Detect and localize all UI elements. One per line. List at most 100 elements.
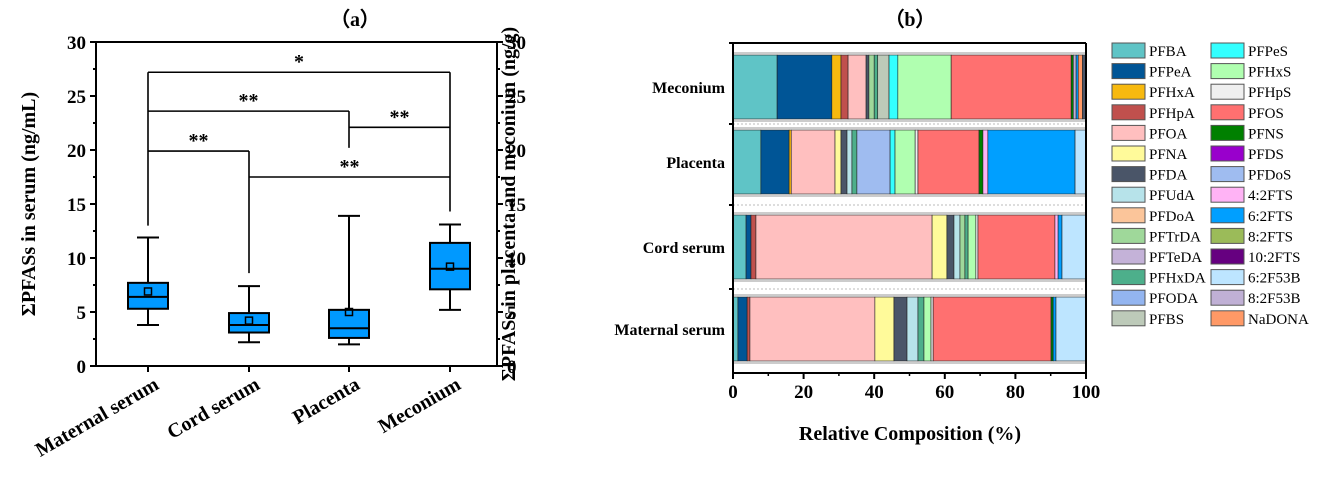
- bar-segment-pfda: [840, 129, 848, 195]
- bar-segment-pfoa: [755, 214, 933, 280]
- bar-segment-6-2f53b: [1055, 296, 1087, 362]
- bar-segment-pftrda: [959, 214, 966, 280]
- y-tick-label-right: 0: [507, 357, 517, 378]
- legend-item: PFHxDA: [1111, 269, 1206, 287]
- bar-segment-pftrda: [868, 54, 875, 120]
- bar-segment-pfoa: [847, 54, 867, 120]
- x-tick-label: 80: [1006, 382, 1025, 403]
- y-tick-label-right: 10: [507, 249, 526, 270]
- mean-marker: [143, 287, 153, 296]
- legend-swatch: [1210, 145, 1245, 162]
- legend-label: PFNA: [1149, 147, 1188, 163]
- legend-swatch: [1210, 186, 1245, 203]
- y-tick-label-left: 25: [67, 87, 86, 108]
- legend-label: PFHpA: [1149, 106, 1195, 122]
- bar-segment-6-2fts: [1052, 296, 1057, 362]
- bar-segment-8-2f53b: [1072, 54, 1077, 120]
- significance-label: **: [189, 130, 209, 152]
- legend-label: PFHxS: [1248, 65, 1291, 81]
- legend-label: 4:2FTS: [1248, 188, 1293, 204]
- legend-item: PFHxA: [1111, 83, 1195, 101]
- legend-label: PFBS: [1149, 312, 1184, 328]
- x-tick-label: Placenta: [289, 373, 363, 429]
- legend-item: PFDS: [1210, 145, 1284, 163]
- box-iqr: [127, 281, 169, 310]
- bar-segment-pfhxa: [788, 129, 792, 195]
- legend-item: PFNA: [1111, 145, 1188, 163]
- bar-segment-6-2f53b: [1074, 129, 1087, 195]
- legend-label: 10:2FTS: [1248, 250, 1301, 266]
- bar-segment-pfuda: [906, 296, 919, 362]
- legend-item: 4:2FTS: [1210, 186, 1293, 204]
- y-tick-label-left: 10: [67, 249, 86, 270]
- legend-item: PFHpS: [1210, 83, 1291, 101]
- legend-item: PFOS: [1210, 104, 1284, 122]
- legend-swatch: [1111, 83, 1146, 100]
- legend-label: PFDA: [1149, 168, 1188, 184]
- legend-swatch: [1111, 289, 1146, 306]
- category-label: Meconium: [652, 80, 726, 97]
- significance-label: **: [340, 156, 360, 178]
- legend-item: PFTeDA: [1111, 248, 1202, 266]
- legend-swatch: [1111, 104, 1146, 121]
- bar-segment-pfhpa: [840, 54, 849, 120]
- legend-label: PFUdA: [1149, 188, 1195, 204]
- panel-a-title: （a）: [330, 8, 380, 31]
- bar-segment-pfhxda: [873, 54, 879, 120]
- y-tick-label-left: 30: [67, 33, 86, 54]
- legend-item: 6:2FTS: [1210, 207, 1293, 225]
- legend-swatch: [1111, 145, 1146, 162]
- legend-item: 8:2FTS: [1210, 227, 1293, 245]
- y-tick-label-right: 25: [507, 87, 526, 108]
- bar-segment-pfhps: [975, 214, 979, 280]
- significance-label: **: [239, 90, 259, 112]
- x-tick-label: 20: [794, 382, 813, 403]
- legend-item: NaDONA: [1210, 310, 1309, 328]
- bar-segment-pfna: [834, 129, 842, 195]
- bar-segment-pfhxda: [851, 129, 858, 195]
- legend-label: PFHpS: [1248, 85, 1291, 101]
- bar-segment-pfpes: [888, 54, 899, 120]
- legend-item: PFODA: [1111, 289, 1198, 307]
- bar-segment-pfpea: [760, 129, 790, 195]
- legend-item: PFBA: [1111, 42, 1187, 60]
- bar-segment-pfna: [874, 296, 895, 362]
- legend-label: PFDS: [1248, 147, 1284, 163]
- x-tick-label: 100: [1072, 382, 1101, 403]
- y-tick-label-right: 15: [507, 195, 526, 216]
- legend-swatch: [1210, 310, 1245, 327]
- legend-item: PFHpA: [1111, 104, 1195, 122]
- bar-segment-pfpea: [776, 54, 833, 120]
- legend-item: 6:2F53B: [1210, 269, 1301, 287]
- bar-segment-pfhps: [930, 296, 934, 362]
- legend-swatch: [1111, 166, 1146, 183]
- bar-segment-6-2fts: [987, 129, 1076, 195]
- box-cord-serum: [228, 285, 270, 344]
- bar-maternal-serum: Maternal serum: [614, 294, 1087, 364]
- mean-marker: [344, 307, 354, 317]
- bar-segment-pfuda: [846, 129, 853, 195]
- legend-swatch: [1210, 269, 1245, 286]
- x-tick-label: 40: [865, 382, 884, 403]
- bar-segment-pfos: [932, 296, 1052, 362]
- legend-label: PFODA: [1149, 291, 1198, 307]
- y-tick-label-right: 20: [507, 141, 526, 162]
- legend-swatch: [1210, 166, 1245, 183]
- legend-label: PFBA: [1149, 44, 1187, 60]
- significance-label: **: [390, 106, 410, 128]
- box-maternal-serum: [127, 236, 169, 326]
- legend-item: 8:2F53B: [1210, 289, 1301, 307]
- y-tick-label-left: 0: [77, 357, 87, 378]
- category-label: Placenta: [666, 155, 725, 172]
- legend-item: PFUdA: [1111, 186, 1195, 204]
- legend-swatch: [1111, 248, 1146, 265]
- legend-swatch: [1111, 227, 1146, 244]
- bar-segment-pfba: [732, 129, 762, 195]
- category-label: Cord serum: [643, 240, 726, 257]
- bar-segment-pfuda: [953, 214, 961, 280]
- legend-swatch: [1210, 104, 1245, 121]
- legend-swatch: [1210, 207, 1245, 224]
- legend-label: 6:2F53B: [1248, 271, 1301, 287]
- legend-label: PFDoA: [1149, 209, 1195, 225]
